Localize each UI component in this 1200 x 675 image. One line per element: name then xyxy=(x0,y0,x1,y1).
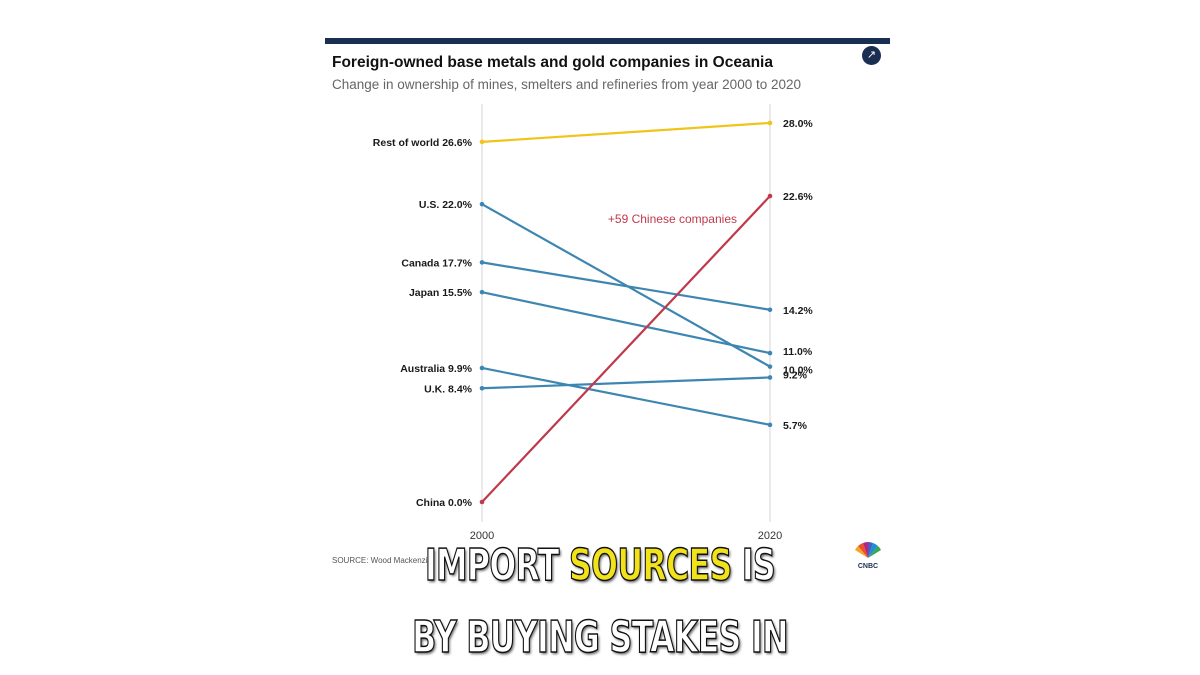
series-line-australia xyxy=(481,366,771,426)
point-end-japan xyxy=(767,350,773,356)
x-tick-label-2000: 2000 xyxy=(470,530,494,542)
point-start-japan xyxy=(479,289,485,295)
chart-subtitle: Change in ownership of mines, smelters a… xyxy=(332,77,801,92)
chart-title: Foreign-owned base metals and gold compa… xyxy=(332,54,773,71)
point-end-china xyxy=(767,193,773,199)
series-line-u-k xyxy=(481,376,771,390)
source-note: SOURCE: Wood Mackenzi xyxy=(332,556,428,565)
point-end-australia xyxy=(767,422,773,428)
end-label-japan: 11.0% xyxy=(783,346,813,358)
caption-line-1-post: IS xyxy=(731,539,776,592)
point-end-canada xyxy=(767,307,773,313)
start-label-u-k: U.K. 8.4% xyxy=(424,383,473,395)
point-start-u-k xyxy=(479,385,485,391)
series-line-china xyxy=(481,195,771,503)
start-label-rest-of-world: Rest of world 26.6% xyxy=(373,137,473,149)
series-line-canada xyxy=(481,261,771,311)
caption-line-1-pre: IMPORT xyxy=(424,539,570,592)
point-end-u-s xyxy=(767,364,773,369)
start-label-japan: Japan 15.5% xyxy=(409,287,473,299)
start-label-china: China 0.0% xyxy=(416,497,473,509)
caption-highlight: SOURCES xyxy=(568,539,732,592)
caption-line-1: IMPORT SOURCES IS xyxy=(168,539,1032,592)
top-rule xyxy=(325,38,890,44)
point-start-u-s xyxy=(479,201,485,207)
chart-panel: Foreign-owned base metals and gold compa… xyxy=(325,38,890,578)
expand-arrow-icon[interactable]: ↗ xyxy=(862,46,881,65)
end-label-canada: 14.2% xyxy=(783,305,813,317)
end-label-u-k: 9.2% xyxy=(783,369,808,381)
end-label-rest-of-world: 28.0% xyxy=(783,118,813,130)
start-label-canada: Canada 17.7% xyxy=(401,257,472,269)
point-end-rest-of-world xyxy=(767,120,773,126)
start-label-u-s: U.S. 22.0% xyxy=(419,199,473,211)
cnbc-wordmark: CNBC xyxy=(858,563,878,570)
series-line-rest-of-world xyxy=(481,121,771,144)
point-start-rest-of-world xyxy=(479,139,485,145)
x-tick-label-2020: 2020 xyxy=(758,530,782,542)
point-end-u-k xyxy=(767,375,773,380)
end-label-china: 22.6% xyxy=(783,191,813,203)
start-label-australia: Australia 9.9% xyxy=(400,363,472,375)
annotation-china: +59 Chinese companies xyxy=(608,212,737,226)
end-label-u-s: 10.0% xyxy=(783,365,813,377)
cnbc-peacock-icon: CNBC xyxy=(855,542,881,570)
slope-chart: 2000 2020 Rest of world 26.6% 28.0% U.S. 22.… xyxy=(373,104,813,542)
end-label-australia: 5.7% xyxy=(783,420,808,432)
series-line-japan xyxy=(481,291,771,355)
point-start-canada xyxy=(479,260,485,265)
point-start-australia xyxy=(479,365,485,371)
point-start-china xyxy=(479,499,485,505)
caption-line-2: BY BUYING STAKES IN xyxy=(412,611,789,664)
